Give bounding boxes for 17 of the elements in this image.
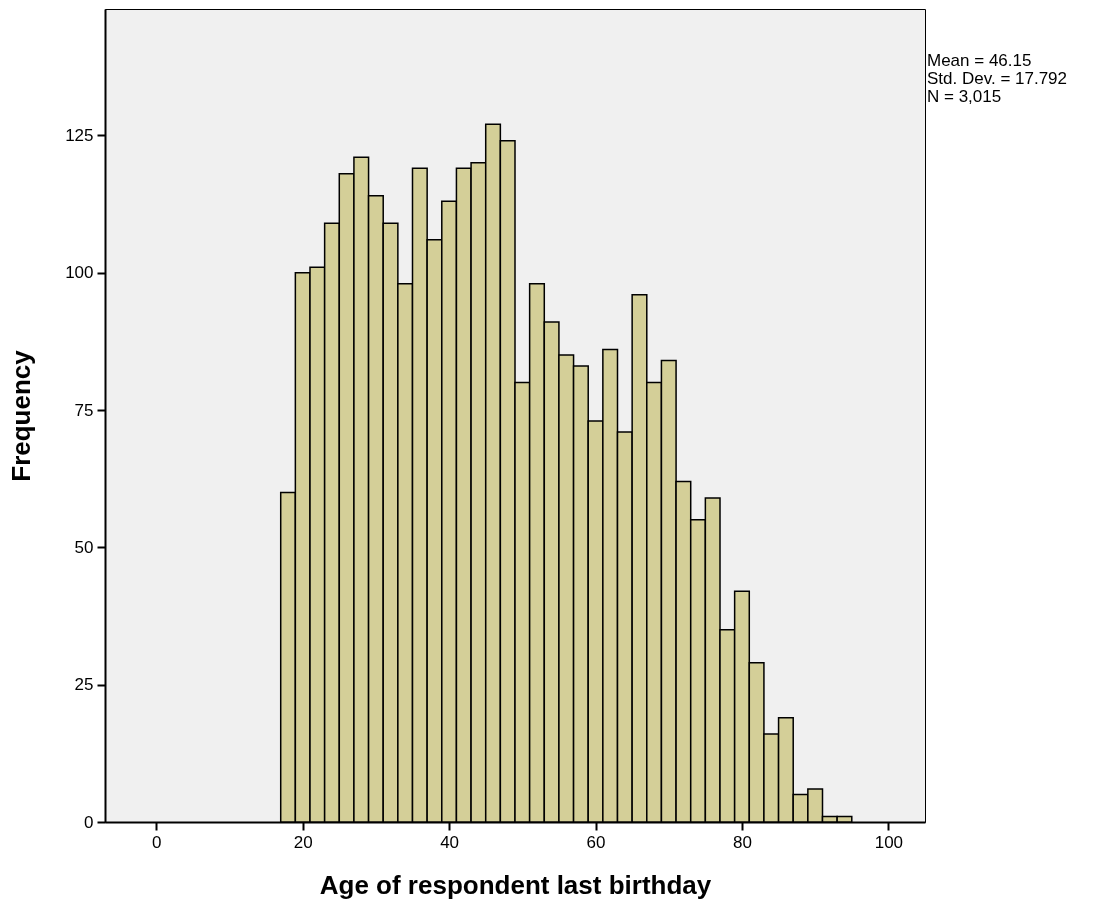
x-tick-label: 40 <box>440 832 460 852</box>
x-tick-label: 100 <box>874 832 904 852</box>
x-tick-label: 20 <box>293 832 313 852</box>
x-tick-label: 60 <box>586 832 606 852</box>
y-tick-label: 100 <box>65 263 94 283</box>
text: N = 3,015 <box>927 87 1003 106</box>
x-tick-label: 0 <box>152 832 162 852</box>
text: Mean = 46.15 <box>927 51 1033 70</box>
y-tick-label: 25 <box>74 675 94 695</box>
text: Std. Dev. = 17.792 <box>927 69 1068 88</box>
x-axis-title: Age of respondent last birthday <box>319 869 712 900</box>
y-tick-label: 50 <box>74 537 94 557</box>
y-tick-label: 75 <box>74 400 94 420</box>
y-tick-label: 0 <box>84 812 94 832</box>
x-tick-label: 80 <box>733 832 752 852</box>
y-tick-label: 125 <box>65 125 94 145</box>
y-axis-title: Frequency <box>6 349 37 482</box>
